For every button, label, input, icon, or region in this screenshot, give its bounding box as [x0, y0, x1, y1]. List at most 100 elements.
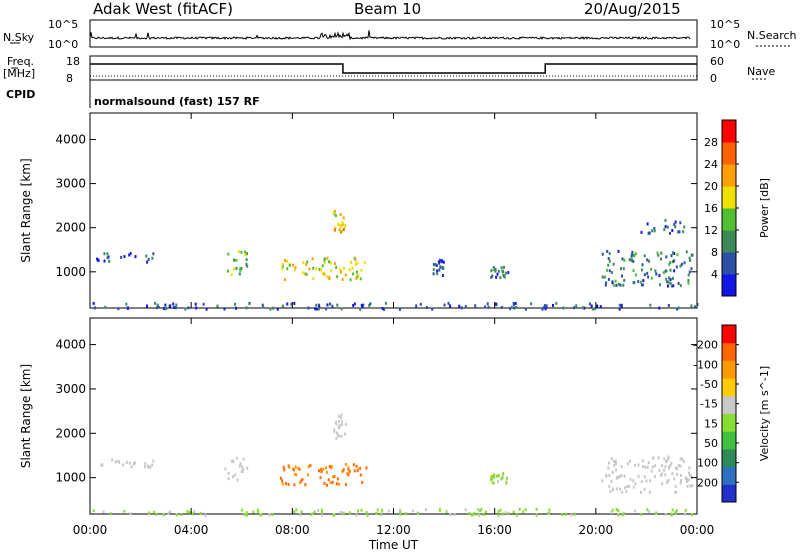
- data-cell: [608, 484, 611, 488]
- data-cell: [337, 414, 340, 418]
- data-cell: [199, 511, 202, 515]
- data-cell: [683, 225, 686, 229]
- data-cell: [435, 263, 438, 267]
- data-cell: [332, 211, 335, 215]
- data-cell: [440, 260, 443, 264]
- data-cell: [617, 513, 620, 517]
- data-cell: [321, 272, 324, 276]
- data-cell: [482, 513, 485, 517]
- data-cell: [297, 466, 300, 470]
- data-cell: [129, 512, 132, 516]
- data-cell: [679, 264, 682, 268]
- data-cell: [502, 273, 505, 277]
- data-cell: [643, 487, 646, 491]
- data-cell: [656, 251, 659, 255]
- data-cell: [464, 305, 467, 309]
- data-cell: [608, 461, 610, 465]
- data-cell: [570, 513, 573, 517]
- data-cell: [669, 231, 671, 235]
- data-cell: [381, 508, 384, 512]
- data-cell: [669, 281, 672, 285]
- data-cell: [651, 229, 654, 233]
- data-cell: [500, 305, 503, 309]
- colorbar-tick-label: 24: [704, 158, 718, 171]
- data-cell: [678, 230, 681, 234]
- data-cell: [375, 511, 378, 515]
- data-cell: [605, 473, 608, 477]
- data-cell: [665, 269, 668, 273]
- data-cell: [464, 508, 467, 512]
- data-cell: [634, 509, 637, 513]
- data-cell: [487, 305, 490, 309]
- data-cell: [286, 259, 288, 263]
- x-tick-label: 08:00: [275, 523, 310, 537]
- data-cell: [114, 460, 117, 464]
- data-cell: [425, 508, 427, 512]
- data-cell: [691, 484, 694, 488]
- cpid-label: CPID: [6, 88, 36, 101]
- data-cell: [342, 228, 345, 231]
- data-cell: [495, 275, 498, 279]
- data-cell: [661, 482, 664, 486]
- data-cell: [623, 474, 626, 478]
- data-cell: [194, 302, 197, 306]
- data-cell: [544, 307, 547, 311]
- data-cell: [186, 510, 189, 514]
- colorbar-swatch: [722, 342, 736, 361]
- data-cell: [315, 303, 318, 307]
- data-cell: [239, 268, 242, 272]
- data-cell: [287, 483, 290, 486]
- data-cell: [657, 253, 660, 257]
- data-cell: [318, 469, 320, 473]
- data-cell: [281, 479, 284, 483]
- data-cell: [673, 477, 676, 481]
- data-cell: [285, 482, 287, 486]
- data-cell: [102, 510, 105, 514]
- data-cell: [694, 305, 697, 309]
- data-cell: [458, 304, 461, 308]
- data-feature-0: [96, 252, 155, 264]
- data-cell: [620, 465, 623, 469]
- data-cell: [352, 304, 355, 307]
- data-cell: [305, 263, 308, 267]
- data-cell: [641, 459, 644, 463]
- colorbar-tick-label: 200: [697, 476, 718, 489]
- plot-frame: [89, 112, 698, 309]
- data-cell: [594, 307, 597, 311]
- data-cell: [628, 258, 631, 262]
- data-cell: [323, 258, 326, 262]
- data-cell: [325, 307, 328, 311]
- data-cell: [614, 459, 617, 463]
- data-cell: [441, 274, 444, 277]
- data-cell: [668, 262, 671, 266]
- colorbar: 200 100 50 15 -15 -50 -100 -200 Velocity [m s^-1…: [693, 324, 771, 503]
- y-tick-label: 3000: [55, 177, 86, 191]
- data-cell: [658, 274, 661, 278]
- data-cell: [419, 302, 422, 306]
- data-cell: [163, 307, 166, 311]
- data-cell: [669, 261, 672, 264]
- data-cell: [493, 473, 496, 477]
- colorbar-tick-label: 16: [704, 202, 718, 215]
- data-cell: [329, 302, 332, 306]
- data-cell: [226, 269, 229, 273]
- data-cell: [352, 463, 355, 467]
- data-cell: [663, 457, 666, 461]
- data-cell: [341, 469, 344, 473]
- colorbar-tick-label: 15: [704, 417, 718, 430]
- freq-tick-high: 18: [66, 55, 80, 68]
- data-cell: [671, 229, 674, 232]
- data-cell: [340, 434, 343, 438]
- data-cell: [333, 475, 336, 478]
- data-cell: [338, 228, 341, 232]
- data-cell: [107, 255, 110, 259]
- data-cell: [675, 466, 677, 470]
- data-cell: [360, 508, 363, 512]
- data-cell: [154, 301, 157, 305]
- data-cell: [193, 510, 196, 514]
- data-cell: [666, 280, 668, 284]
- data-cell: [323, 272, 326, 276]
- data-cell: [547, 511, 550, 515]
- data-cell: [365, 511, 368, 514]
- data-cell: [685, 250, 688, 254]
